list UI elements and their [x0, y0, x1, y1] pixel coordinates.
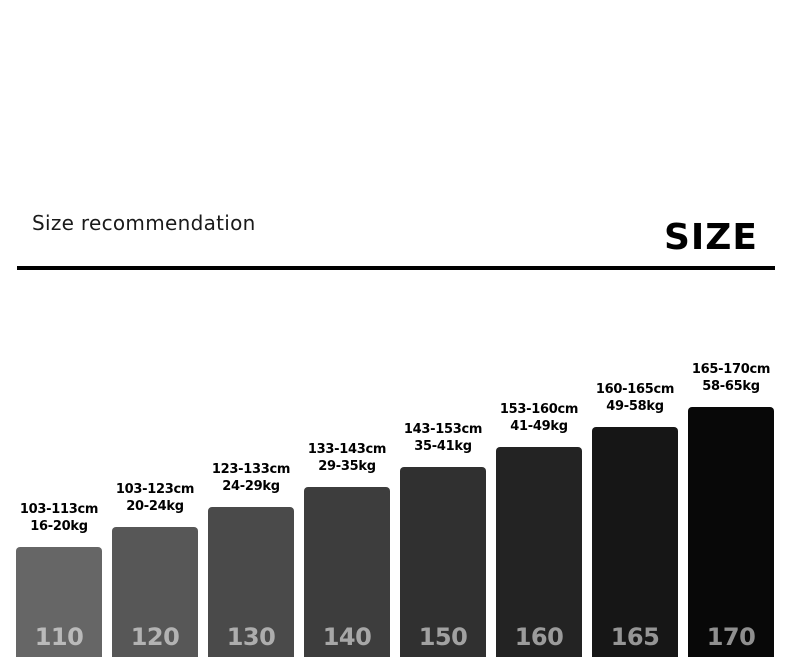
height-range-label: 153-160cm	[499, 402, 579, 417]
weight-range-label: 41-49kg	[510, 419, 568, 434]
size-bar: 130	[208, 507, 294, 657]
weight-range-label: 35-41kg	[414, 439, 472, 454]
size-bar-group-140: 133-143cm 29-35kg 140	[304, 0, 390, 657]
height-range-label: 133-143cm	[307, 442, 387, 457]
size-bar: 165	[592, 427, 678, 657]
size-bar-group-150: 143-153cm 35-41kg 150	[400, 0, 486, 657]
size-bar: 140	[304, 487, 390, 657]
size-range-label: 160-165cm 49-58kg	[572, 381, 698, 415]
size-range-label: 153-160cm 41-49kg	[476, 401, 602, 435]
weight-range-label: 24-29kg	[222, 479, 280, 494]
height-range-label: 160-165cm	[595, 382, 675, 397]
header-divider	[17, 266, 775, 270]
size-bar-group-170: 165-170cm 58-65kg 170	[688, 0, 774, 657]
size-value-label: 170	[706, 623, 756, 651]
size-range-label: 165-170cm 58-65kg	[668, 361, 790, 395]
size-value-label: 130	[226, 623, 276, 651]
size-bar-group-130: 123-133cm 24-29kg 130	[208, 0, 294, 657]
size-range-label: 103-123cm 20-24kg	[92, 481, 218, 515]
weight-range-label: 49-58kg	[606, 399, 664, 414]
height-range-label: 165-170cm	[691, 362, 771, 377]
weight-range-label: 16-20kg	[30, 519, 88, 534]
size-value-label: 110	[34, 623, 84, 651]
size-bar: 110	[16, 547, 102, 657]
size-bar-group-110: 103-113cm 16-20kg 110	[16, 0, 102, 657]
size-range-label: 123-133cm 24-29kg	[188, 461, 314, 495]
height-range-label: 143-153cm	[403, 422, 483, 437]
size-title: SIZE	[663, 217, 758, 258]
size-value-label: 140	[322, 623, 372, 651]
size-range-label: 143-153cm 35-41kg	[380, 421, 506, 455]
size-bar: 170	[688, 407, 774, 657]
size-range-label: 103-113cm 16-20kg	[0, 501, 122, 535]
size-range-label: 133-143cm 29-35kg	[284, 441, 410, 475]
size-bar-group-165: 160-165cm 49-58kg 165	[592, 0, 678, 657]
size-bar-group-120: 103-123cm 20-24kg 120	[112, 0, 198, 657]
weight-range-label: 29-35kg	[318, 459, 376, 474]
height-range-label: 103-113cm	[19, 502, 99, 517]
weight-range-label: 58-65kg	[702, 379, 760, 394]
size-value-label: 120	[130, 623, 180, 651]
height-range-label: 103-123cm	[115, 482, 195, 497]
size-bar: 160	[496, 447, 582, 657]
height-range-label: 123-133cm	[211, 462, 291, 477]
size-value-label: 165	[610, 623, 660, 651]
size-bar-group-160: 153-160cm 41-49kg 160	[496, 0, 582, 657]
size-value-label: 160	[514, 623, 564, 651]
size-bar: 150	[400, 467, 486, 657]
size-recommendation-label: Size recommendation	[32, 211, 256, 235]
size-value-label: 150	[418, 623, 468, 651]
weight-range-label: 20-24kg	[126, 499, 184, 514]
size-bar: 120	[112, 527, 198, 657]
